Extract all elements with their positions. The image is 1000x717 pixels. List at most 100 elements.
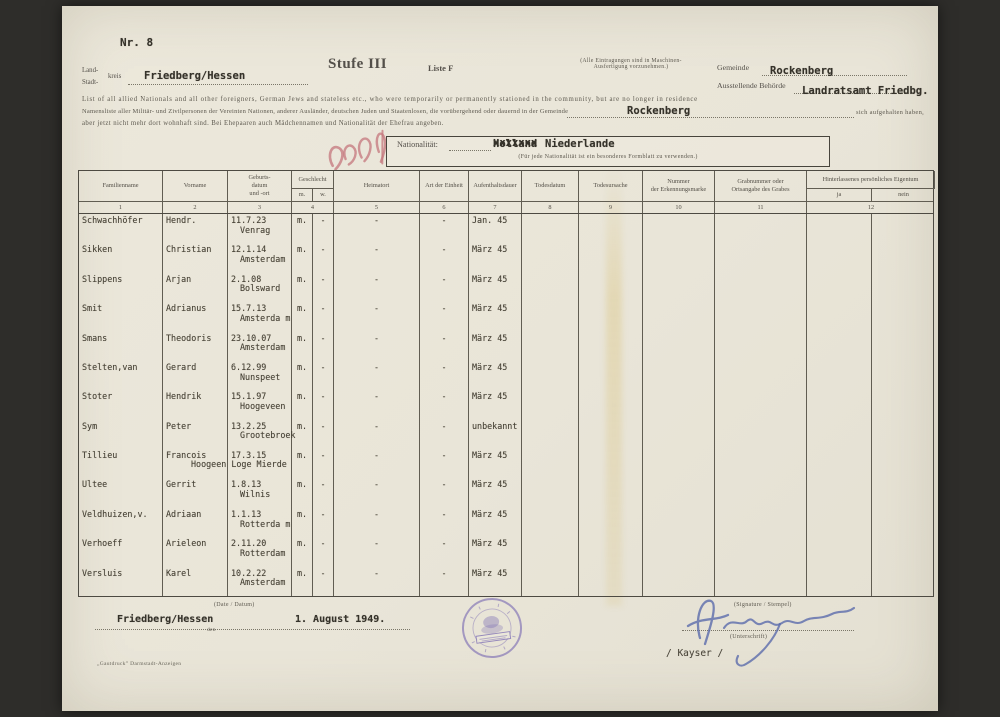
cell-erkennungsmarke — [643, 302, 715, 332]
cell-geschlecht-w: - — [313, 566, 334, 596]
cell-familienname: Smans — [79, 331, 163, 361]
cell-heimatort: - — [334, 214, 420, 244]
table-row: Schwachhöfer Hendr. 11.7.23 Venrag m. - - - Jan.… — [79, 214, 935, 244]
cell-geburtsdatum-ort: 6.12.99 Nunspeet — [228, 360, 292, 391]
cell-geschlecht-w: - — [313, 272, 334, 303]
cell-geschlecht-m: m. — [292, 449, 313, 479]
table-row: Smit Adrianus 15.7.13 Amsterda m m. - - - März 4… — [79, 302, 935, 332]
col-geschlecht: Geschlecht — [292, 171, 334, 188]
cell-geschlecht-m: m. — [292, 390, 313, 420]
colnum-10: 10 — [643, 202, 715, 213]
cell-todesdatum — [522, 243, 579, 273]
signature-typed-name: / Kayser / — [666, 648, 724, 659]
gemeinde-label: Gemeinde — [717, 63, 750, 72]
cell-aufenthaltsdauer: März 45 — [469, 331, 522, 361]
col-vorname: Vorname — [163, 171, 228, 201]
cell-todesursache — [579, 360, 643, 391]
colnum-12: 12 — [867, 204, 875, 211]
cell-art-der-einheit: - — [420, 243, 469, 273]
cell-geschlecht-w: - — [313, 478, 334, 508]
cell-eigentum-ja — [807, 302, 872, 332]
cell-erkennungsmarke — [643, 449, 715, 479]
cell-art-der-einheit: - — [420, 566, 469, 596]
cell-erkennungsmarke — [643, 360, 715, 391]
cell-grabnummer — [715, 272, 807, 303]
cell-grabnummer — [715, 243, 807, 273]
cell-todesursache — [579, 243, 643, 273]
cell-eigentum-nein — [872, 537, 935, 566]
intro-dotted-line — [567, 106, 854, 118]
col-geschlecht-m: m. — [292, 188, 313, 201]
nationality-value: Niederlande — [545, 138, 615, 150]
form-number: Nr. 8 — [120, 36, 154, 49]
cell-todesursache — [579, 331, 643, 361]
cell-aufenthaltsdauer: Jan. 45 — [469, 214, 522, 244]
col-familienname: Familienname — [79, 171, 163, 201]
kreis-value: Friedberg/Hessen — [144, 70, 246, 82]
cell-eigentum-ja — [807, 272, 872, 303]
behoerde-dotted-line — [794, 80, 907, 94]
cell-familienname: Veldhuizen,v. — [79, 507, 163, 538]
cell-aufenthaltsdauer: März 45 — [469, 537, 522, 567]
cell-geschlecht-m: m. — [292, 566, 313, 596]
cell-geburtsdatum-ort: 15.7.13 Amsterda m — [228, 302, 292, 332]
cell-todesdatum — [522, 214, 579, 244]
handwritten-signature-kayser — [686, 599, 856, 667]
kreis-dotted-line — [128, 73, 308, 85]
cell-todesursache — [579, 214, 643, 244]
cell-grabnummer — [715, 302, 807, 332]
cell-grabnummer — [715, 419, 807, 450]
cell-geburtsdatum-ort: 12.1.14 Amsterdam — [228, 243, 292, 273]
cell-todesursache — [579, 478, 643, 508]
col-geburtsdatum-ort: Geburts- datum und -ort — [228, 171, 292, 201]
cell-erkennungsmarke — [643, 507, 715, 538]
cell-heimatort: - — [334, 243, 420, 273]
cell-familienname: Sikken — [79, 243, 163, 273]
cell-vorname: Adrianus — [163, 302, 228, 332]
cell-todesdatum — [522, 390, 579, 420]
cell-vorname: Theodoris — [163, 331, 228, 361]
table-row: Verhoeff Arieleon 2.11.20 Rotterdam m. - - - Mär… — [79, 537, 935, 567]
cell-art-der-einheit: - — [420, 419, 469, 450]
cell-eigentum-nein — [872, 243, 935, 272]
cell-aufenthaltsdauer: März 45 — [469, 360, 522, 391]
cell-grabnummer — [715, 331, 807, 361]
stufe-heading: Stufe III — [328, 56, 388, 72]
colnum-5: 5 — [334, 202, 420, 213]
cell-art-der-einheit: - — [420, 390, 469, 420]
cell-heimatort: - — [334, 360, 420, 391]
cell-eigentum-ja — [807, 419, 872, 450]
cell-aufenthaltsdauer: unbekannt — [469, 419, 522, 450]
col-todesursache: Todesursache — [579, 171, 643, 201]
cell-geschlecht-m: m. — [292, 419, 313, 450]
cell-heimatort: - — [334, 478, 420, 508]
cell-eigentum-nein — [872, 390, 935, 419]
gemeinde-value: Rockenberg — [770, 65, 834, 77]
cell-todesdatum — [522, 331, 579, 361]
crossed-word: Holland — [493, 138, 538, 150]
cell-geschlecht-w: - — [313, 537, 334, 567]
cell-vorname: Hendr. — [163, 214, 228, 244]
cell-grabnummer — [715, 537, 807, 567]
colnum-3: 3 — [228, 202, 292, 213]
cell-vorname: Gerrit — [163, 478, 228, 508]
cell-eigentum-ja — [807, 243, 872, 273]
cell-eigentum-nein — [872, 567, 935, 596]
nationality-note: (Für jede Nationalität ist ein besondere… — [518, 154, 698, 160]
cell-geschlecht-w: - — [313, 419, 334, 450]
table-row: Versluis Karel 10.2.22 Amsterdam m. - - - März 4… — [79, 566, 935, 596]
cell-geschlecht-m: m. — [292, 360, 313, 391]
cell-heimatort: - — [334, 449, 420, 479]
colnum-6: 6 — [420, 202, 469, 213]
cell-vorname: Arjan — [163, 272, 228, 303]
table-row: Ultee Gerrit 1.8.13 Wilnis m. - - - März 45 — [79, 478, 935, 508]
cell-todesdatum — [522, 537, 579, 567]
cell-todesdatum — [522, 478, 579, 508]
cell-geschlecht-w: - — [313, 331, 334, 361]
cell-geschlecht-m: m. — [292, 507, 313, 538]
col-erkennungsmarke: Nummer der Erkennungsmarke — [643, 171, 715, 201]
cell-art-der-einheit: - — [420, 331, 469, 361]
cell-geschlecht-w: - — [313, 390, 334, 420]
cell-geburtsdatum-ort: 10.2.22 Amsterdam — [228, 566, 292, 596]
cell-grabnummer — [715, 449, 807, 479]
